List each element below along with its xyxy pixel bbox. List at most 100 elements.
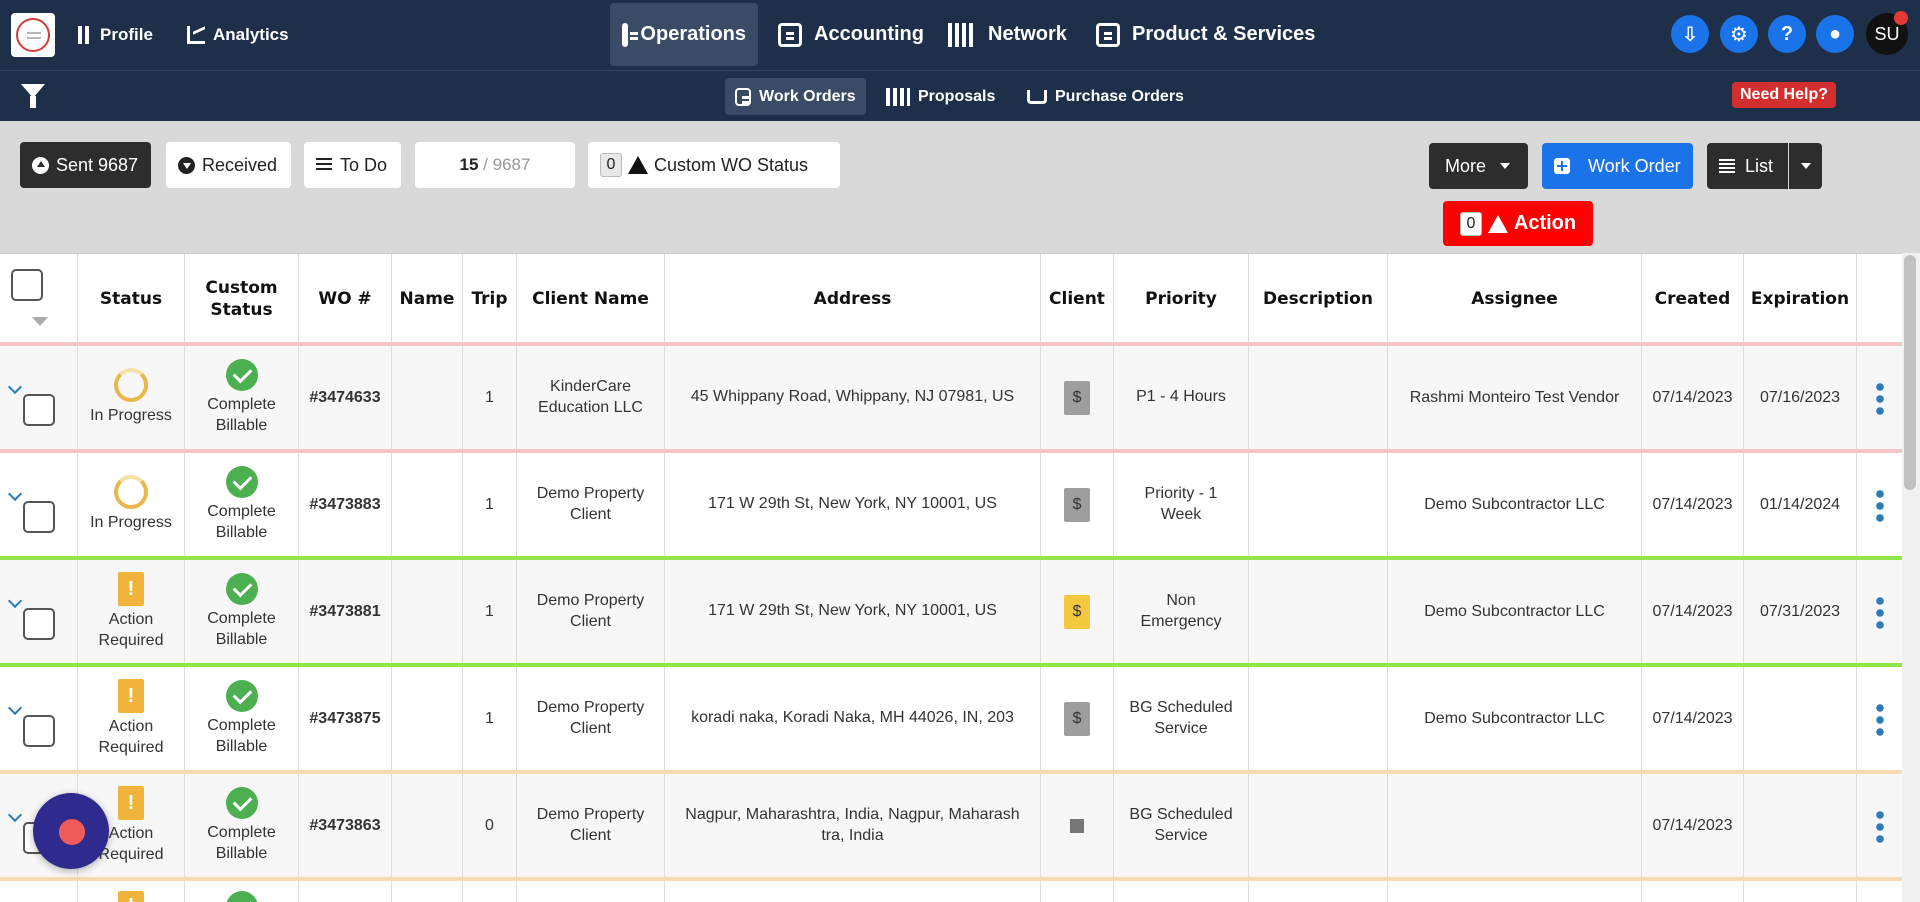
col-expiration[interactable]: Expiration <box>1744 254 1857 344</box>
assignee-link[interactable] <box>1388 774 1642 877</box>
col-client-name[interactable]: Client Name <box>517 254 665 344</box>
row-actions-cell <box>1857 667 1902 770</box>
view-dropdown[interactable] <box>1789 143 1822 189</box>
need-help-button[interactable]: Need Help? <box>1732 82 1836 108</box>
sub-nav: Work Orders Proposals Purchase Orders <box>0 70 1920 121</box>
client-name-link[interactable]: KinderCare Education LLC <box>517 346 665 449</box>
help-icon[interactable]: ? <box>1768 15 1806 53</box>
col-client[interactable]: Client <box>1041 254 1114 344</box>
priority-cell: Non Emergency <box>1114 560 1249 663</box>
address-link[interactable]: 45 Whippany Road, Whippany, NJ 07981, US <box>665 346 1041 449</box>
invoice-doc-icon[interactable] <box>1064 487 1090 522</box>
received-button[interactable]: Received <box>166 142 291 188</box>
kebab-menu-icon[interactable] <box>1875 808 1884 843</box>
address-link[interactable]: 171 W 29th St, New York, NY 10001, US <box>665 560 1041 663</box>
wo-number-link[interactable]: #3473863 <box>299 774 392 877</box>
status-cell: In Progress <box>78 453 185 556</box>
select-all-cell <box>0 254 78 344</box>
filter-icon[interactable] <box>21 84 45 108</box>
col-wo-number[interactable]: WO # <box>299 254 392 344</box>
created-cell: 07/14/2023 <box>1642 453 1744 556</box>
table-row[interactable] <box>0 881 1902 902</box>
invoice-doc-icon[interactable] <box>1064 380 1090 415</box>
custom-wo-status-button[interactable]: 0 Custom WO Status <box>588 142 840 188</box>
select-all-checkbox[interactable] <box>11 269 43 301</box>
address-link[interactable]: 171 W 29th St, New York, NY 10001, US <box>665 453 1041 556</box>
chevron-down-icon[interactable] <box>7 486 23 502</box>
kebab-menu-icon[interactable] <box>1875 380 1884 415</box>
col-status[interactable]: Status <box>78 254 185 344</box>
kebab-menu-icon[interactable] <box>1875 487 1884 522</box>
wo-number-link[interactable]: #3474633 <box>299 346 392 449</box>
col-description[interactable]: Description <box>1249 254 1388 344</box>
company-logo[interactable] <box>11 13 55 57</box>
record-button[interactable] <box>33 793 109 869</box>
col-created[interactable]: Created <box>1642 254 1744 344</box>
todo-button[interactable]: To Do <box>304 142 401 188</box>
client-name-link[interactable]: Demo Property Client <box>517 667 665 770</box>
row-checkbox[interactable] <box>23 394 55 426</box>
kebab-menu-icon[interactable] <box>1875 701 1884 736</box>
row-separator <box>0 663 1902 667</box>
col-priority[interactable]: Priority <box>1114 254 1249 344</box>
chevron-down-icon[interactable] <box>7 700 23 716</box>
scrollbar-thumb[interactable] <box>1904 255 1916 490</box>
invoice-doc-icon[interactable] <box>1064 701 1090 736</box>
assignee-link[interactable]: Demo Subcontractor LLC <box>1388 667 1642 770</box>
assignee-link[interactable]: Demo Subcontractor LLC <box>1388 560 1642 663</box>
col-address[interactable]: Address <box>665 254 1041 344</box>
table-row[interactable]: Action Required Complete Billable #34738… <box>0 560 1902 663</box>
action-required-button[interactable]: 0 Action <box>1443 201 1593 246</box>
client-name-link[interactable]: Demo Property Client <box>517 774 665 877</box>
row-checkbox[interactable] <box>23 715 55 747</box>
col-assignee[interactable]: Assignee <box>1388 254 1642 344</box>
gear-icon[interactable]: ⚙ <box>1720 15 1758 53</box>
chat-icon[interactable]: ● <box>1816 15 1854 53</box>
tab-proposals[interactable]: Proposals <box>876 78 1005 115</box>
chevron-down-icon[interactable] <box>7 807 23 823</box>
assignee-link[interactable]: Rashmi Monteiro Test Vendor <box>1388 346 1642 449</box>
chevron-down-icon[interactable] <box>7 379 23 395</box>
tab-purchase-orders[interactable]: Purchase Orders <box>1017 78 1194 115</box>
row-checkbox[interactable] <box>23 608 55 640</box>
sort-caret-icon[interactable] <box>32 317 48 326</box>
nav-operations[interactable]: Operations <box>610 3 758 66</box>
client-name-line2: Education LLC <box>538 398 643 416</box>
wo-number-link[interactable]: #3473881 <box>299 560 392 663</box>
more-dropdown[interactable]: More <box>1429 143 1528 189</box>
nav-accounting[interactable]: Accounting <box>766 3 936 66</box>
new-work-order-button[interactable]: Work Order <box>1542 143 1693 189</box>
chevron-down-icon[interactable] <box>7 593 23 609</box>
assignee-link[interactable]: Demo Subcontractor LLC <box>1388 453 1642 556</box>
received-label: Received <box>202 154 278 175</box>
client-name-line2: Client <box>570 826 611 844</box>
nav-products[interactable]: Product & Services <box>1084 3 1327 66</box>
avatar[interactable]: SU <box>1866 11 1908 55</box>
wo-number-link[interactable]: #3473875 <box>299 667 392 770</box>
address-link[interactable]: Nagpur, Maharashtra, India, Nagpur, Maha… <box>665 774 1041 877</box>
col-trip[interactable]: Trip <box>463 254 517 344</box>
nav-network[interactable]: Network <box>936 3 1079 66</box>
row-checkbox[interactable] <box>23 501 55 533</box>
table-row[interactable]: In Progress Complete Billable #3473883 1… <box>0 453 1902 556</box>
table-row[interactable]: In Progress Complete Billable #3474633 1… <box>0 346 1902 449</box>
client-name-link[interactable]: Demo Property Client <box>517 560 665 663</box>
row-actions-cell <box>1857 774 1902 877</box>
nav-profile[interactable]: Profile <box>78 0 153 70</box>
wo-number-link[interactable]: #3473883 <box>299 453 392 556</box>
name-cell <box>392 560 463 663</box>
nav-analytics[interactable]: Analytics <box>187 0 289 70</box>
invoice-doc-icon[interactable] <box>1064 594 1090 629</box>
sent-button[interactable]: Sent 9687 <box>20 142 151 188</box>
client-name-link[interactable]: Demo Property Client <box>517 453 665 556</box>
table-row[interactable]: Action Required Complete Billable #34738… <box>0 667 1902 770</box>
table-row[interactable]: Action Required Complete Billable #34738… <box>0 774 1902 877</box>
kebab-menu-icon[interactable] <box>1875 594 1884 629</box>
col-name[interactable]: Name <box>392 254 463 344</box>
col-custom-status[interactable]: Custom Status <box>185 254 299 344</box>
list-view-button[interactable]: List <box>1707 143 1788 189</box>
download-icon[interactable]: ⇩ <box>1671 15 1709 53</box>
tab-work-orders[interactable]: Work Orders <box>725 78 866 115</box>
row-separator <box>0 342 1902 346</box>
address-link[interactable]: koradi naka, Koradi Naka, MH 44026, IN, … <box>665 667 1041 770</box>
